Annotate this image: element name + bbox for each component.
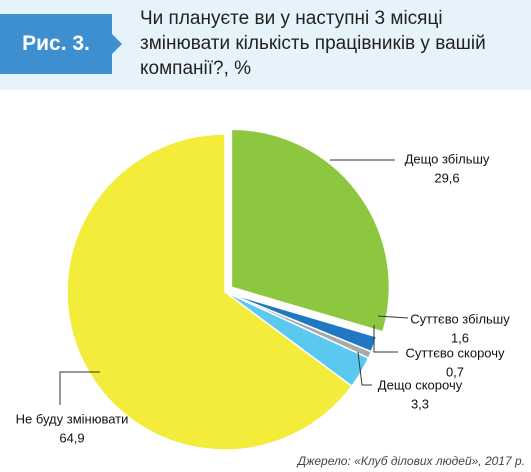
source: Джерело: «Клуб ділових людей», 2017 р. (297, 454, 525, 468)
label-arrow (112, 34, 122, 54)
pie-slice (230, 128, 391, 333)
slice-label: Дещо збільшу (405, 151, 490, 166)
slice-label: Дещо скорочу (378, 377, 463, 392)
value-label: 29,6 (434, 170, 459, 185)
slice-label: Не буду змінювати (16, 411, 129, 426)
chart-title: Чи плануєте ви у наступні 3 місяці зміню… (140, 8, 486, 79)
leader-line (377, 315, 409, 319)
value-label: 1,6 (451, 330, 469, 345)
leader-line (59, 371, 100, 405)
value-label: 64,9 (59, 430, 84, 445)
figure-label: Рис. 3. (0, 14, 112, 74)
slice-label: Суттєво збільшу (410, 311, 510, 326)
leader-line (373, 325, 398, 353)
pie-slice (66, 133, 353, 451)
leader-line (357, 351, 372, 386)
slice-label: Суттєво скорочу (405, 345, 505, 360)
value-label: 3,3 (411, 396, 429, 411)
value-label: 0,7 (446, 364, 464, 379)
